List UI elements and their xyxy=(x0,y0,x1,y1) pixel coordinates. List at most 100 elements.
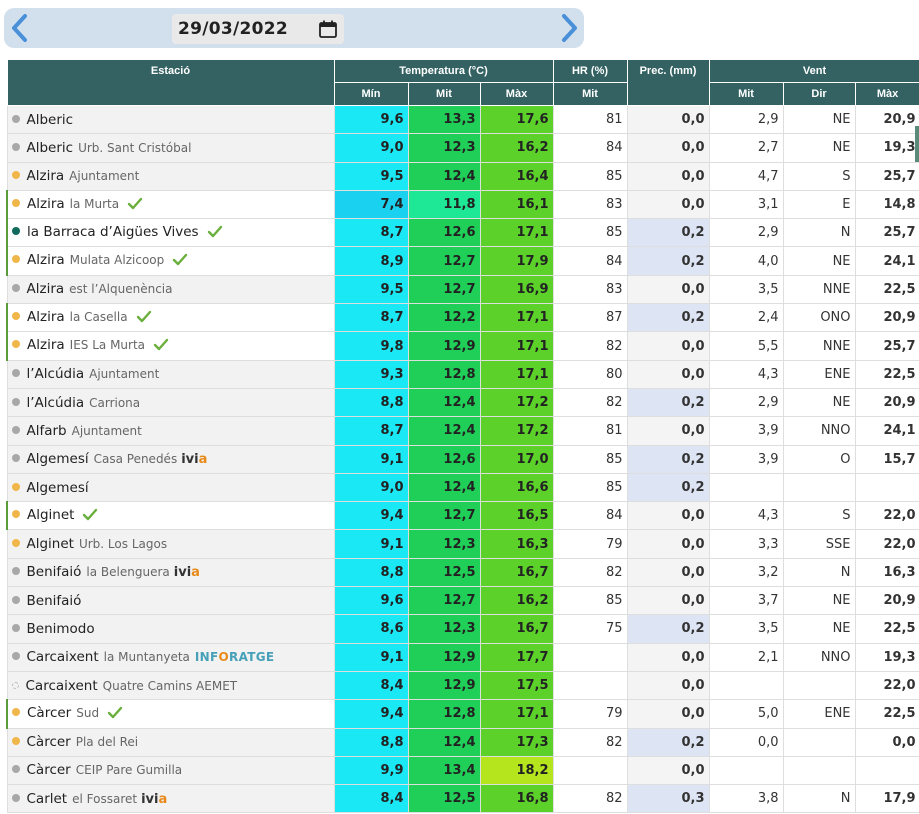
temp-min-cell: 9,0 xyxy=(333,133,409,163)
station-cell[interactable]: l’Alcúdia Carriona xyxy=(6,387,335,418)
station-cell[interactable]: Algemesí Casa Penedés ivia xyxy=(6,444,335,474)
table-row[interactable]: Càrcer Sud 9,4 12,8 17,1 79 0,0 5,0 ENE 22,5 xyxy=(6,699,919,729)
precipitation-cell: 0,0 xyxy=(626,274,710,305)
table-row[interactable]: l’Alcúdia Ajuntament 9,3 12,8 17,1 80 0,0 4,3 EN… xyxy=(6,359,919,389)
station-cell[interactable]: Alzira la Casella xyxy=(6,303,335,333)
table-row[interactable]: Càrcer Pla del Rei 8,8 12,4 17,3 82 0,2 0,0 0,0 xyxy=(6,727,919,757)
table-row[interactable]: Carlet el Fossaret ivia 8,4 12,5 16,8 82 0,3 3,8… xyxy=(6,784,919,814)
station-name[interactable]: Carcaixent xyxy=(25,677,98,694)
station-name[interactable]: Benimodo xyxy=(26,620,95,637)
table-row[interactable]: l’Alcúdia Carriona 8,8 12,4 17,2 82 0,2 2,9 NE 20… xyxy=(6,387,919,418)
temp-min-cell: 9,6 xyxy=(333,104,409,135)
station-name[interactable]: Alzira xyxy=(27,308,65,325)
station-cell[interactable]: Benimodo xyxy=(6,614,335,644)
station-name[interactable]: Carcaixent xyxy=(26,649,99,666)
station-cell[interactable]: Carcaixent la Muntanyeta INFORATGE xyxy=(6,642,335,672)
station-name[interactable]: Alzira xyxy=(27,195,65,212)
table-row[interactable]: Càrcer CEIP Pare Gumilla 9,9 13,4 18,2 0,0 xyxy=(6,755,919,786)
station-cell[interactable]: l’Alcúdia Ajuntament xyxy=(6,359,335,389)
station-cell[interactable]: Alzira la Murta xyxy=(6,189,335,220)
table-row[interactable]: Algemesí Casa Penedés ivia 9,1 12,6 17,0 85 0,2… xyxy=(6,444,919,474)
station-cell[interactable]: Benifaió xyxy=(6,586,335,616)
station-cell[interactable]: Càrcer Pla del Rei xyxy=(6,727,335,757)
station-name[interactable]: la Barraca d’Aigües Vives xyxy=(27,223,199,240)
station-cell[interactable]: Alfarb Ajuntament xyxy=(6,416,335,446)
header-temp-max[interactable]: Màx xyxy=(479,82,554,106)
station-name[interactable]: l’Alcúdia xyxy=(26,394,85,411)
table-row[interactable]: Alberic Urb. Sant Cristóbal 9,0 12,3 16,2 84 0… xyxy=(6,133,919,163)
station-cell[interactable]: Alzira est l’Alquenència xyxy=(6,274,335,305)
station-name[interactable]: Alfarb xyxy=(26,422,67,439)
station-name[interactable]: Algemesí xyxy=(26,479,89,496)
header-temp-min[interactable]: Mín xyxy=(333,82,409,106)
header-hr-mit[interactable]: Mit xyxy=(552,82,628,106)
table-row[interactable]: Alzira IES La Murta 9,8 12,9 17,1 82 0,0 5,5 NNE… xyxy=(6,331,919,361)
station-name[interactable]: Càrcer xyxy=(26,762,71,779)
temp-max-cell: 16,8 xyxy=(479,784,554,814)
table-row[interactable]: Benifaió 9,6 12,7 16,2 85 0,0 3,7 NE 20,9 xyxy=(6,586,919,616)
previous-day-button[interactable] xyxy=(7,10,33,46)
table-row[interactable]: Alzira est l’Alquenència 9,5 12,7 16,9 83 0,0 3… xyxy=(6,274,919,305)
station-cell[interactable]: Carlet el Fossaret ivia xyxy=(6,784,335,814)
header-wind-mit[interactable]: Mit xyxy=(708,82,784,106)
station-cell[interactable]: la Barraca d’Aigües Vives xyxy=(6,218,335,248)
station-name[interactable]: Algemesí xyxy=(26,451,89,468)
table-row[interactable]: Benifaió la Belenguera ivia 8,8 12,5 16,7 82 0,… xyxy=(6,557,919,588)
date-picker[interactable]: 29/03/2022 xyxy=(172,14,344,44)
header-wind-dir[interactable]: Dir xyxy=(782,82,856,106)
station-name[interactable]: l’Alcúdia xyxy=(26,366,85,383)
station-name[interactable]: Benifaió xyxy=(26,564,82,581)
station-name[interactable]: Càrcer xyxy=(27,704,72,721)
station-name[interactable]: Alginet xyxy=(27,506,75,523)
station-cell[interactable]: Alzira IES La Murta xyxy=(6,331,335,361)
station-name[interactable]: Alzira xyxy=(27,337,65,354)
check-icon xyxy=(127,197,143,214)
table-row[interactable]: Alginet Urb. Los Lagos 9,1 12,3 16,3 79 0,0 3,3… xyxy=(6,529,919,559)
table-row[interactable]: Alzira la Murta 7,4 11,8 16,1 83 0,0 3,1 E 14,8 xyxy=(6,189,919,220)
header-precipitation[interactable]: Prec. (mm) xyxy=(626,59,710,106)
station-name[interactable]: Alzira xyxy=(26,168,65,185)
station-name[interactable]: Alzira xyxy=(27,252,65,269)
wind-dir-cell: NE xyxy=(782,387,856,418)
station-cell[interactable]: Algemesí xyxy=(6,472,335,503)
table-row[interactable]: Benimodo 8,6 12,3 16,7 75 0,2 3,5 NE 22,5 xyxy=(6,614,919,644)
header-wind-max[interactable]: Màx xyxy=(854,82,919,106)
table-row[interactable]: la Barraca d’Aigües Vives 8,7 12,6 17,1 85 0,… xyxy=(6,218,919,248)
calendar-icon[interactable] xyxy=(318,19,338,39)
station-cell[interactable]: Càrcer CEIP Pare Gumilla xyxy=(6,755,335,786)
table-row[interactable]: Alzira la Casella 8,7 12,2 17,1 87 0,2 2,4 ONO 20… xyxy=(6,303,919,333)
station-name[interactable]: Alginet xyxy=(26,536,74,553)
table-row[interactable]: Carcaixent Quatre Camins AEMET 8,4 12,9 17,5… xyxy=(6,670,919,701)
check-icon xyxy=(153,338,169,355)
station-name[interactable]: Benifaió xyxy=(26,592,82,609)
station-name[interactable]: Alberic xyxy=(26,139,74,156)
station-cell[interactable]: Benifaió la Belenguera ivia xyxy=(6,557,335,588)
station-cell[interactable]: Càrcer Sud xyxy=(6,699,335,729)
station-cell[interactable]: Alzira Ajuntament xyxy=(6,161,335,191)
station-cell[interactable]: Alzira Mulata Alzicoop xyxy=(6,246,335,276)
header-station[interactable]: Estació xyxy=(6,59,335,106)
table-row[interactable]: Carcaixent la Muntanyeta INFORATGE 9,1 12,9 1… xyxy=(6,642,919,672)
next-day-button[interactable] xyxy=(556,10,582,46)
table-row[interactable]: Alfarb Ajuntament 8,7 12,4 17,2 81 0,0 3,9 NNO 24… xyxy=(6,416,919,446)
station-cell[interactable]: Carcaixent Quatre Camins AEMET xyxy=(6,670,335,701)
station-name[interactable]: Alzira xyxy=(26,281,65,298)
station-cell[interactable]: Alginet Urb. Los Lagos xyxy=(6,529,335,559)
station-name[interactable]: Carlet xyxy=(26,790,68,807)
station-name[interactable]: Càrcer xyxy=(26,734,71,751)
scrollbar-thumb[interactable] xyxy=(915,126,919,162)
table-row[interactable]: Alzira Ajuntament 9,5 12,4 16,4 85 0,0 4,7 S 25,7 xyxy=(6,161,919,191)
temp-mit-cell: 12,4 xyxy=(407,727,481,757)
station-cell[interactable]: Alberic Urb. Sant Cristóbal xyxy=(6,133,335,163)
table-row[interactable]: Alzira Mulata Alzicoop 8,9 12,7 17,9 84 0,2 4,0… xyxy=(6,246,919,276)
table-row[interactable]: Alginet 9,4 12,7 16,5 84 0,0 4,3 S 22,0 xyxy=(6,501,919,531)
station-cell[interactable]: Alberic xyxy=(6,104,335,135)
temp-mit-cell: 12,5 xyxy=(407,784,481,814)
station-cell[interactable]: Alginet xyxy=(6,501,335,531)
header-temp-mit[interactable]: Mit xyxy=(407,82,481,106)
table-row[interactable]: Alberic 9,6 13,3 17,6 81 0,0 2,9 NE 20,9 xyxy=(6,104,919,135)
date-value[interactable]: 29/03/2022 xyxy=(178,19,289,39)
station-name[interactable]: Alberic xyxy=(26,111,74,128)
wind-max-cell: 20,9 xyxy=(854,387,919,418)
table-row[interactable]: Algemesí 9,0 12,4 16,6 85 0,2 xyxy=(6,472,919,503)
